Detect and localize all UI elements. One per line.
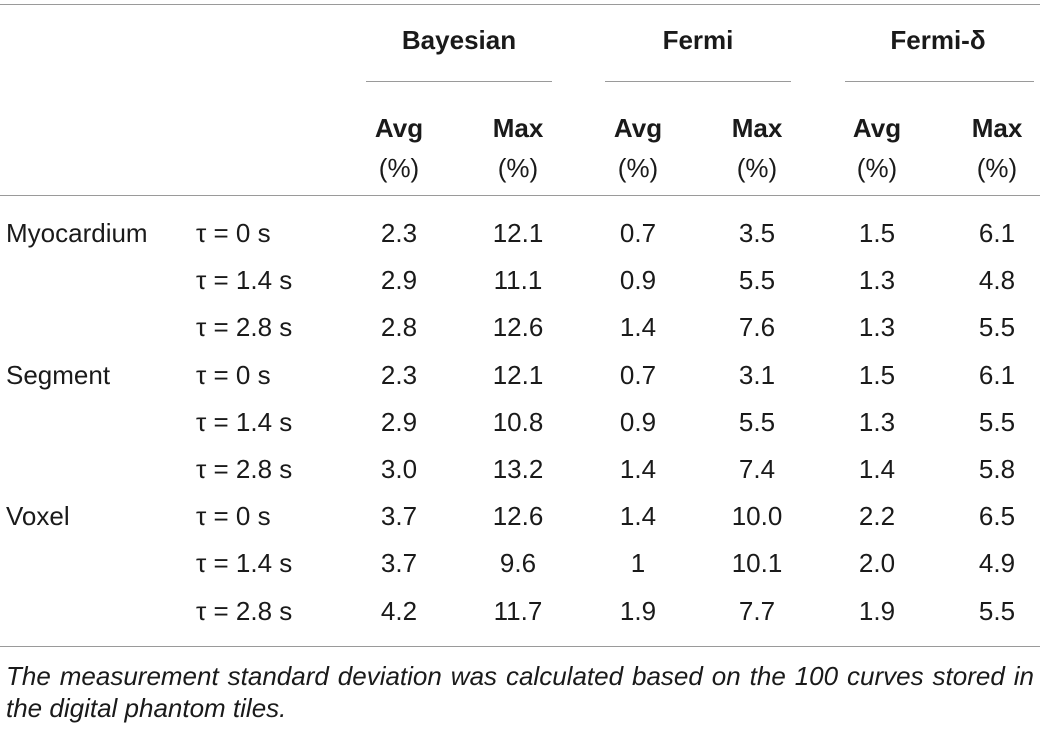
table-cell: 2.2 bbox=[858, 501, 896, 531]
table-cell: 1.4 bbox=[619, 454, 657, 484]
subheader-title: Max bbox=[492, 113, 544, 143]
table-cell: 3.7 bbox=[380, 548, 418, 578]
table-cell: 4.9 bbox=[978, 548, 1016, 578]
table-cell: 4.2 bbox=[380, 596, 418, 626]
subheader-title: Avg bbox=[374, 113, 424, 143]
table-cell: 9.6 bbox=[499, 548, 537, 578]
table-cell: 2.3 bbox=[380, 218, 418, 248]
table-cell: 1.4 bbox=[619, 312, 657, 342]
row-label: Voxel bbox=[6, 501, 70, 531]
table-cell: 10.1 bbox=[731, 548, 783, 578]
table-cell: 3.1 bbox=[738, 360, 776, 390]
table-cell: 0.9 bbox=[619, 407, 657, 437]
subheader-unit: (%) bbox=[497, 153, 539, 183]
subheader-unit: (%) bbox=[976, 153, 1018, 183]
subheader-title: Avg bbox=[852, 113, 902, 143]
subheader-title: Avg bbox=[613, 113, 663, 143]
table-cell: 12.6 bbox=[492, 501, 544, 531]
group-header-bayesian: Bayesian bbox=[401, 25, 517, 55]
table-cell: 1 bbox=[630, 548, 646, 578]
table-cell: 1.3 bbox=[858, 265, 896, 295]
subheader-title: Max bbox=[731, 113, 783, 143]
table-cell: 7.6 bbox=[738, 312, 776, 342]
table-cell: 7.4 bbox=[738, 454, 776, 484]
table-cell: 1.9 bbox=[858, 596, 896, 626]
table-cell: 13.2 bbox=[492, 454, 544, 484]
row-tau: τ = 1.4 s bbox=[196, 265, 293, 295]
table-cell: 12.6 bbox=[492, 312, 544, 342]
subheader-title: Max bbox=[971, 113, 1023, 143]
table-footnote: The measurement standard deviation was c… bbox=[6, 661, 1034, 723]
table-cell: 6.1 bbox=[978, 360, 1016, 390]
table-cell: 5.8 bbox=[978, 454, 1016, 484]
group-header-fermi-delta: Fermi-δ bbox=[890, 25, 986, 55]
table-cell: 2.0 bbox=[858, 548, 896, 578]
table-cell: 11.7 bbox=[493, 596, 543, 626]
table-cell: 2.9 bbox=[380, 265, 418, 295]
subheader-col-0: Avg (%) bbox=[375, 108, 423, 188]
table-cell: 4.8 bbox=[978, 265, 1016, 295]
row-tau: τ = 2.8 s bbox=[196, 312, 293, 342]
table-cell: 3.0 bbox=[380, 454, 418, 484]
row-tau: τ = 2.8 s bbox=[196, 596, 293, 626]
subheader-unit: (%) bbox=[736, 153, 778, 183]
subheader-col-4: Avg (%) bbox=[853, 108, 901, 188]
bottom-rule bbox=[0, 646, 1040, 647]
group-underline-fermi bbox=[605, 81, 791, 82]
row-tau: τ = 1.4 s bbox=[196, 548, 293, 578]
table-cell: 7.7 bbox=[738, 596, 776, 626]
table-cell: 12.1 bbox=[492, 218, 544, 248]
table-cell: 5.5 bbox=[738, 265, 776, 295]
subheader-col-1: Max (%) bbox=[493, 108, 544, 188]
table-cell: 1.3 bbox=[858, 407, 896, 437]
row-tau: τ = 0 s bbox=[196, 501, 271, 531]
group-underline-bayesian bbox=[366, 81, 552, 82]
table-cell: 0.7 bbox=[619, 218, 657, 248]
group-underline-fermi-delta bbox=[845, 81, 1034, 82]
table-cell: 11.1 bbox=[493, 265, 543, 295]
table-cell: 2.9 bbox=[380, 407, 418, 437]
subheader-col-2: Avg (%) bbox=[614, 108, 662, 188]
group-header-fermi: Fermi bbox=[662, 25, 734, 55]
row-tau: τ = 1.4 s bbox=[196, 407, 293, 437]
table-cell: 3.5 bbox=[738, 218, 776, 248]
row-tau: τ = 0 s bbox=[196, 218, 271, 248]
table-cell: 1.4 bbox=[858, 454, 896, 484]
table-cell: 5.5 bbox=[978, 312, 1016, 342]
table-cell: 1.5 bbox=[858, 218, 896, 248]
table-cell: 5.5 bbox=[978, 596, 1016, 626]
subheader-unit: (%) bbox=[856, 153, 898, 183]
subheader-unit: (%) bbox=[378, 153, 420, 183]
row-tau: τ = 0 s bbox=[196, 360, 271, 390]
row-label: Segment bbox=[6, 360, 111, 390]
subheader-col-3: Max (%) bbox=[732, 108, 783, 188]
table-cell: 3.7 bbox=[380, 501, 418, 531]
table-cell: 12.1 bbox=[492, 360, 544, 390]
row-tau: τ = 2.8 s bbox=[196, 454, 293, 484]
table-cell: 2.3 bbox=[380, 360, 418, 390]
table-cell: 10.0 bbox=[731, 501, 783, 531]
table-cell: 0.7 bbox=[619, 360, 657, 390]
table-cell: 1.5 bbox=[858, 360, 896, 390]
table-cell: 6.1 bbox=[978, 218, 1016, 248]
subheader-unit: (%) bbox=[617, 153, 659, 183]
subheader-col-5: Max (%) bbox=[972, 108, 1023, 188]
table-cell: 0.9 bbox=[619, 265, 657, 295]
table-cell: 1.9 bbox=[619, 596, 657, 626]
row-label: Myocardium bbox=[6, 218, 148, 248]
table-cell: 10.8 bbox=[492, 407, 544, 437]
header-rule bbox=[0, 195, 1040, 196]
table-cell: 6.5 bbox=[978, 501, 1016, 531]
table-cell: 1.3 bbox=[858, 312, 896, 342]
table-cell: 5.5 bbox=[738, 407, 776, 437]
table-cell: 1.4 bbox=[619, 501, 657, 531]
table-cell: 5.5 bbox=[978, 407, 1016, 437]
table-cell: 2.8 bbox=[380, 312, 418, 342]
top-rule bbox=[0, 4, 1040, 5]
